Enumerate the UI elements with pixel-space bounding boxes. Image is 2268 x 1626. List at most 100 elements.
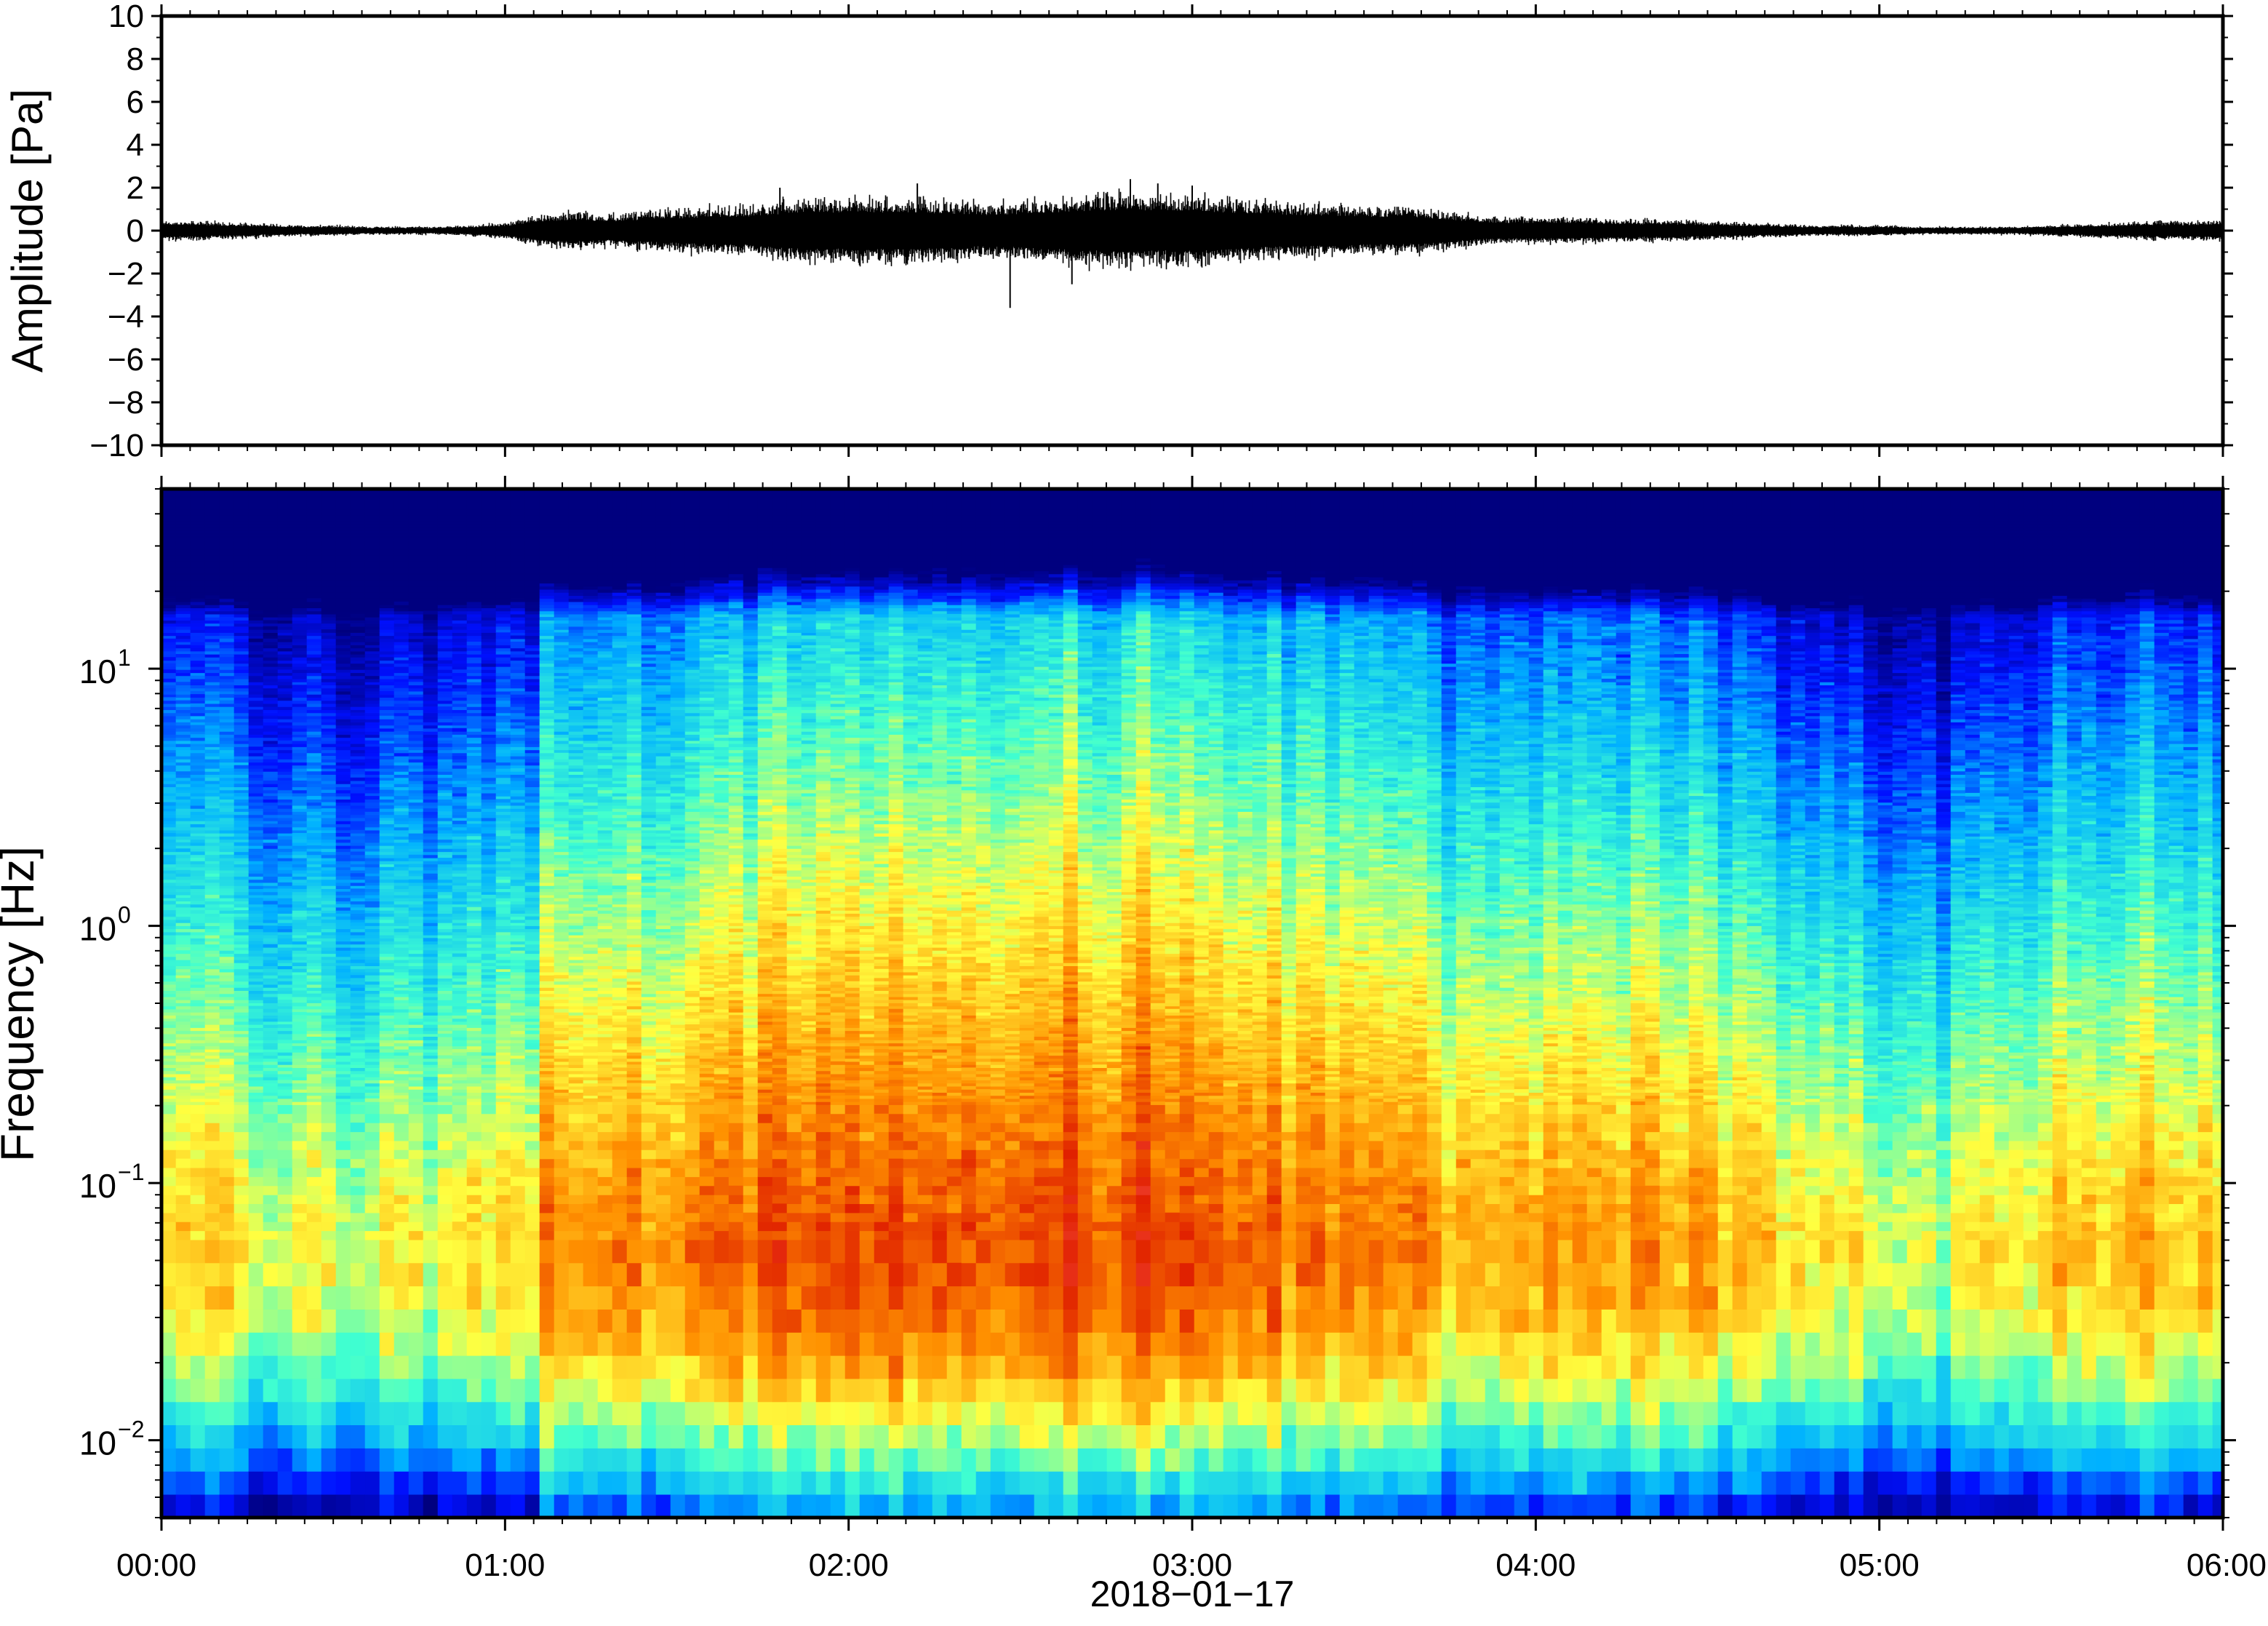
- spectrogram-cell: [409, 636, 423, 639]
- spectrogram-cell: [511, 1355, 525, 1379]
- spectrogram-cell: [511, 966, 525, 969]
- spectrogram-cell: [351, 1071, 365, 1074]
- spectrogram-cell: [554, 824, 569, 827]
- spectrogram-cell: [191, 1083, 205, 1086]
- spectrogram-cell: [438, 845, 452, 848]
- spectrogram-cell: [307, 1068, 322, 1071]
- spectrogram-cell: [496, 489, 511, 605]
- spectrogram-cell: [452, 824, 467, 827]
- spectrogram-cell: [380, 1159, 394, 1168]
- spectrogram-cell: [205, 874, 220, 877]
- spectrogram-cell: [263, 994, 278, 997]
- spectrogram-cell: [394, 1034, 409, 1037]
- spectrogram-cell: [583, 1186, 598, 1195]
- spectrogram-cell: [525, 621, 540, 623]
- spectrogram-cell: [394, 827, 409, 830]
- spectrogram-cell: [540, 882, 554, 885]
- spectrogram-cell: [540, 808, 554, 811]
- spectrogram-cell: [525, 1333, 540, 1356]
- spectrogram-cell: [380, 812, 394, 815]
- spectrogram-cell: [234, 1101, 249, 1104]
- spectrogram-cell: [234, 1263, 249, 1286]
- spectrogram-cell: [176, 1402, 191, 1425]
- spectrogram-cell: [322, 815, 336, 818]
- spectrogram-cell: [191, 870, 205, 873]
- spectrogram-cell: [554, 602, 569, 605]
- spectrogram-cell: [205, 654, 220, 657]
- spectrogram-cell: [161, 1355, 176, 1379]
- spectrogram-cell: [452, 1009, 467, 1012]
- waveform-y-tick-label-0: −10: [89, 428, 144, 463]
- spectrogram-cell: [191, 929, 205, 932]
- spectrogram-cell: [409, 1096, 423, 1099]
- spectrogram-cell: [234, 784, 249, 787]
- spectrogram-cell: [234, 941, 249, 944]
- spectrogram-cell: [351, 1053, 365, 1056]
- spectrogram-cell: [292, 895, 307, 898]
- spectrogram-cell: [467, 1099, 482, 1101]
- spectrogram-cell: [205, 1077, 220, 1080]
- spectrogram-cell: [322, 793, 336, 796]
- spectrogram-cell: [365, 716, 380, 719]
- spectrogram-cell: [176, 793, 191, 796]
- spectrogram-cell: [540, 849, 554, 852]
- spectrogram-cell: [351, 753, 365, 756]
- spectrogram-cell: [161, 827, 176, 830]
- spectrogram-cell: [249, 987, 263, 990]
- spectrogram-cell: [249, 673, 263, 676]
- spectrogram-cell: [423, 861, 438, 864]
- spectrogram-cell: [176, 781, 191, 784]
- spectrogram-cell: [220, 1053, 234, 1056]
- spectrogram-cell: [336, 691, 351, 694]
- spectrogram-cell: [278, 991, 292, 994]
- spectrogram-cell: [351, 1037, 365, 1040]
- spectrogram-cell: [569, 1071, 583, 1074]
- spectrogram-cell: [336, 1105, 351, 1114]
- spectrogram-cell: [540, 1040, 554, 1043]
- spectrogram-cell: [540, 1355, 554, 1379]
- spectrogram-cell: [322, 1000, 336, 1003]
- spectrogram-cell: [263, 1059, 278, 1061]
- spectrogram-cell: [220, 877, 234, 880]
- spectrogram-cell: [205, 639, 220, 642]
- spectrogram-cell: [351, 805, 365, 808]
- spectrogram-cell: [569, 941, 583, 944]
- spectrogram-cell: [205, 840, 220, 842]
- spectrogram-cell: [292, 1494, 307, 1518]
- spectrogram-cell: [161, 1040, 176, 1043]
- spectrogram-cell: [467, 1006, 482, 1009]
- spectrogram-cell: [423, 676, 438, 679]
- spectrogram-cell: [467, 1043, 482, 1046]
- spectrogram-cell: [278, 768, 292, 771]
- spectrogram-cell: [205, 1132, 220, 1141]
- spectrogram-cell: [249, 688, 263, 691]
- spectrogram-cell: [322, 886, 336, 889]
- spectrogram-cell: [394, 1043, 409, 1046]
- spectrogram-cell: [161, 688, 176, 691]
- spectrogram-cell: [234, 812, 249, 815]
- spectrogram-cell: [234, 963, 249, 966]
- spectrogram-cell: [351, 929, 365, 932]
- spectrogram-cell: [394, 1263, 409, 1286]
- spectrogram-cell: [176, 827, 191, 830]
- spectrogram-cell: [351, 651, 365, 654]
- spectrogram-cell: [292, 979, 307, 981]
- spectrogram-cell: [467, 744, 482, 746]
- spectrogram-cell: [438, 778, 452, 781]
- spectrogram-cell: [423, 1114, 438, 1123]
- spectrogram-cell: [423, 793, 438, 796]
- spectrogram-cell: [351, 858, 365, 861]
- spectrogram-cell: [292, 793, 307, 796]
- spectrogram-cell: [191, 608, 205, 611]
- spectrogram-cell: [161, 1101, 176, 1104]
- spectrogram-cell: [540, 673, 554, 676]
- spectrogram-cell: [452, 1402, 467, 1425]
- spectrogram-cell: [263, 1177, 278, 1186]
- spectrogram-cell: [220, 837, 234, 840]
- spectrogram-cell: [525, 833, 540, 836]
- spectrogram-cell: [482, 762, 496, 769]
- spectrogram-cell: [249, 1168, 263, 1176]
- spectrogram-cell: [234, 713, 249, 716]
- spectrogram-cell: [525, 969, 540, 972]
- spectrogram-cell: [234, 815, 249, 818]
